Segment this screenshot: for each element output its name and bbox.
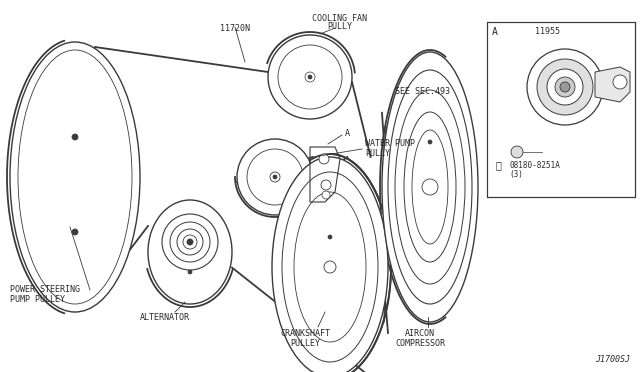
Circle shape bbox=[555, 77, 575, 97]
Circle shape bbox=[188, 270, 192, 274]
Circle shape bbox=[72, 134, 78, 140]
Text: PULLEY: PULLEY bbox=[290, 339, 320, 347]
Circle shape bbox=[278, 45, 342, 109]
Text: Ⓑ: Ⓑ bbox=[495, 160, 501, 170]
Text: CRANKSHAFT: CRANKSHAFT bbox=[280, 330, 330, 339]
Text: 11955: 11955 bbox=[534, 27, 559, 36]
Text: AIRCON: AIRCON bbox=[405, 330, 435, 339]
Ellipse shape bbox=[10, 42, 140, 312]
Circle shape bbox=[273, 175, 277, 179]
Text: ALTERNATOR: ALTERNATOR bbox=[140, 312, 190, 321]
Text: PULLY: PULLY bbox=[365, 150, 390, 158]
Circle shape bbox=[305, 72, 315, 82]
Text: PULLY: PULLY bbox=[328, 22, 353, 31]
Ellipse shape bbox=[388, 70, 472, 304]
Ellipse shape bbox=[404, 112, 456, 262]
Circle shape bbox=[183, 235, 197, 249]
Circle shape bbox=[322, 191, 330, 199]
Circle shape bbox=[237, 139, 313, 215]
Text: WATER PUMP: WATER PUMP bbox=[365, 140, 415, 148]
Ellipse shape bbox=[18, 50, 132, 304]
Polygon shape bbox=[595, 67, 630, 102]
Circle shape bbox=[321, 180, 331, 190]
Circle shape bbox=[328, 235, 332, 239]
Text: SEE SEC.493: SEE SEC.493 bbox=[395, 87, 450, 96]
Ellipse shape bbox=[272, 157, 388, 372]
Circle shape bbox=[170, 222, 210, 262]
Text: (3): (3) bbox=[509, 170, 523, 180]
Text: A: A bbox=[492, 27, 498, 37]
Circle shape bbox=[527, 49, 603, 125]
Circle shape bbox=[613, 75, 627, 89]
Text: 08180-8251A: 08180-8251A bbox=[509, 160, 560, 170]
Ellipse shape bbox=[395, 90, 465, 284]
Circle shape bbox=[547, 69, 583, 105]
Circle shape bbox=[72, 229, 78, 235]
Circle shape bbox=[187, 239, 193, 245]
Circle shape bbox=[324, 261, 336, 273]
Ellipse shape bbox=[282, 172, 378, 362]
Circle shape bbox=[428, 140, 432, 144]
Text: J1700SJ: J1700SJ bbox=[595, 355, 630, 364]
Circle shape bbox=[270, 172, 280, 182]
Circle shape bbox=[511, 146, 523, 158]
Circle shape bbox=[422, 179, 438, 195]
Text: PUMP PULLEY: PUMP PULLEY bbox=[10, 295, 65, 304]
Ellipse shape bbox=[148, 200, 232, 304]
Circle shape bbox=[319, 154, 329, 164]
Text: 11720N: 11720N bbox=[220, 24, 250, 33]
Text: A: A bbox=[345, 129, 350, 138]
Text: COOLING FAN: COOLING FAN bbox=[312, 14, 367, 23]
Ellipse shape bbox=[412, 130, 448, 244]
Circle shape bbox=[537, 59, 593, 115]
Text: COMPRESSOR: COMPRESSOR bbox=[395, 339, 445, 347]
Ellipse shape bbox=[294, 192, 366, 342]
Circle shape bbox=[162, 214, 218, 270]
FancyBboxPatch shape bbox=[487, 22, 635, 197]
Text: POWER STEERING: POWER STEERING bbox=[10, 285, 80, 295]
Circle shape bbox=[308, 75, 312, 79]
Circle shape bbox=[268, 35, 352, 119]
Circle shape bbox=[247, 149, 303, 205]
Circle shape bbox=[560, 82, 570, 92]
Circle shape bbox=[177, 229, 203, 255]
Ellipse shape bbox=[382, 52, 478, 322]
